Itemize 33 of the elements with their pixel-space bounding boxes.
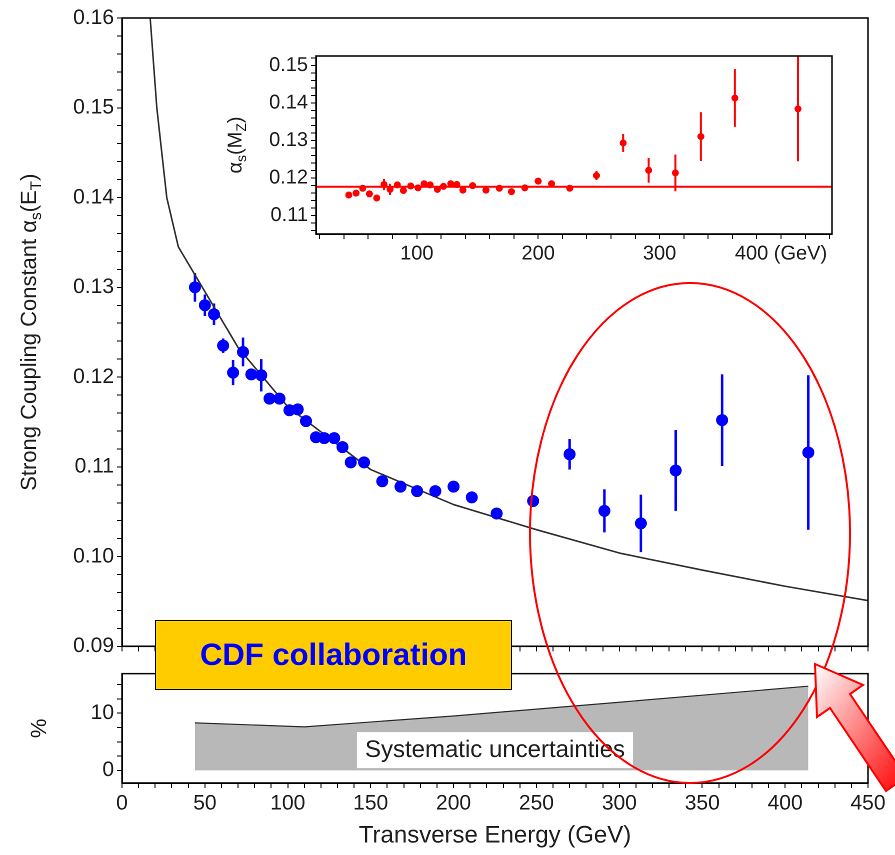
x-tick-label: 200 [521, 242, 555, 265]
x-axis-title: Transverse Energy (GeV) [358, 822, 632, 849]
y-tick-label: 0.15 [269, 54, 308, 76]
x-tick-label: 50 [193, 791, 217, 814]
y-axis-title: αs(MZ) [224, 116, 249, 174]
y-tick-label: 0 [102, 758, 114, 782]
x-tick-label: 100 [270, 791, 306, 814]
x-tick-label: 250 [518, 791, 554, 814]
x-tick-label: 300 [602, 791, 637, 814]
y-tick-label: 10 [90, 700, 114, 724]
y-tick-label: 0.16 [73, 6, 114, 29]
x-tick-label: 150 [353, 791, 388, 814]
y-tick-label: 0.11 [270, 204, 308, 226]
x-tick-label: 450 [850, 791, 886, 814]
x-tick-label: 200 [436, 791, 472, 814]
y-tick-label: 0.13 [73, 275, 114, 298]
y-tick-label: 0.10 [73, 544, 114, 568]
y-tick-label: 0.12 [269, 166, 308, 188]
y-axis-title: Strong Coupling Constant αs(ET) [16, 174, 45, 491]
y-tick-label: 0.12 [73, 364, 114, 388]
y-tick-label: 0.14 [73, 185, 114, 208]
x-tick-label: 100 [400, 242, 434, 265]
y-tick-label: 0.14 [269, 91, 308, 114]
y-tick-label: 0.15 [73, 96, 114, 119]
y-tick-label: 0.11 [74, 454, 114, 478]
x-tick-label: 400 (GeV) [734, 242, 828, 265]
y-axis-title: % [26, 718, 52, 738]
x-tick-label: 400 [768, 791, 803, 814]
annotation: CDF collaboration [155, 620, 512, 690]
x-tick-label: 350 [684, 791, 720, 814]
x-tick-label: 300 [642, 242, 676, 265]
y-tick-label: 0.13 [269, 128, 308, 151]
y-tick-label: 0.09 [73, 634, 114, 658]
